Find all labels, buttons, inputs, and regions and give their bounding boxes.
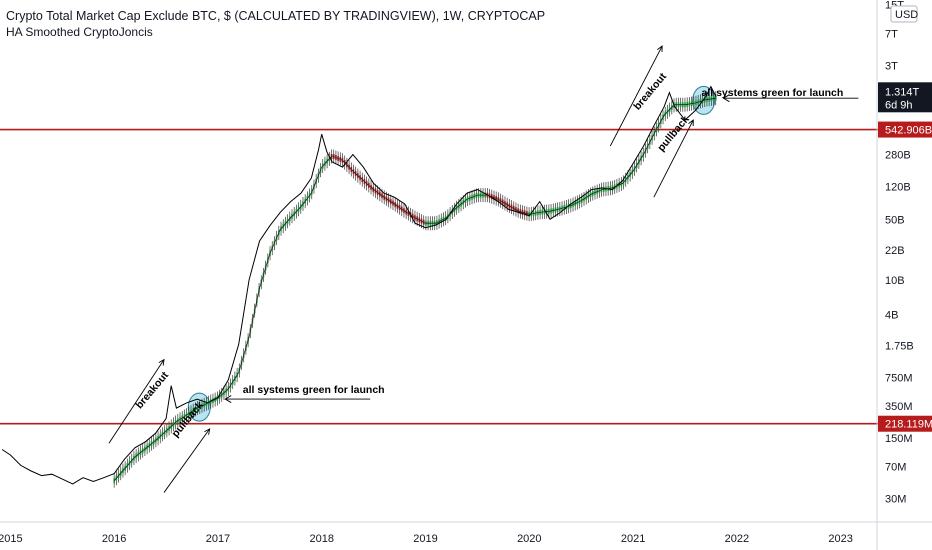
pullback-arrow-2 (653, 119, 694, 198)
x-tick-label: 2020 (517, 533, 541, 545)
price-tag-countdown: 6d 9h (885, 99, 913, 111)
pullback-arrow-2-head (688, 119, 694, 127)
level-tag-0 (878, 121, 932, 138)
ha-candles (113, 91, 717, 488)
x-tick-label: 2017 (206, 533, 230, 545)
price-tag[interactable] (878, 82, 932, 113)
series-layer (1, 85, 717, 485)
x-tick-label: 2022 (725, 533, 749, 545)
y-tick-label: 7T (885, 28, 898, 40)
pullback-arrow-2-shaft (653, 119, 694, 198)
launch-arrow-2 (722, 94, 859, 103)
ha-line (113, 97, 717, 481)
x-tick-label: 2015 (0, 533, 23, 545)
y-tick-label: 1.75B (885, 340, 914, 352)
launch-arrow-1 (224, 395, 371, 403)
annotation-breakout-2: breakout (631, 70, 669, 112)
launch-arrow-1-head (224, 395, 232, 403)
y-tick-label: 120B (885, 181, 911, 193)
y-tick-label: 750M (885, 372, 913, 384)
breakout-arrow-1-shaft (108, 359, 165, 444)
y-tick-label: 10B (885, 275, 905, 287)
price-tag-value: 1.314T (885, 86, 920, 98)
x-tick-label: 2021 (621, 533, 645, 545)
level-tag-1 (878, 415, 932, 432)
pullback-arrow-1-head (204, 428, 211, 435)
price-line (1, 85, 717, 485)
y-tick-label: 280B (885, 149, 911, 161)
y-tick-label: 3T (885, 60, 898, 72)
x-tick-label: 2016 (102, 533, 126, 545)
annotation-launch-2: all systems green for launch (702, 87, 844, 99)
breakout-arrow-1-head (158, 358, 165, 366)
pullback-arrow-1 (163, 428, 211, 493)
y-tick-label: 30M (885, 493, 906, 505)
y-tick-label: 70M (885, 461, 906, 473)
breakout-arrow-2-head (657, 45, 663, 53)
level-lines (0, 85, 932, 425)
y-tick-label: 22B (885, 245, 905, 257)
pullback-arrow-1-shaft (163, 428, 211, 493)
breakout-arrow-2-shaft (609, 45, 663, 147)
chart-title: Crypto Total Market Cap Exclude BTC, $ (… (6, 9, 546, 23)
x-tick-label: 2019 (413, 533, 437, 545)
breakout-arrow-1 (108, 358, 165, 444)
y-tick-label: 350M (885, 401, 913, 413)
launch-arrow-2-head (722, 94, 730, 103)
annotation-breakout-1: breakout (133, 369, 171, 411)
y-tick-label: 50B (885, 214, 905, 226)
y-tick-label: 4B (885, 309, 898, 321)
currency-button[interactable] (890, 5, 918, 23)
indicator-name: HA Smoothed CryptoJoncis (6, 25, 153, 39)
level-tag-label-0: 542.906B (885, 125, 932, 137)
level-tag-label-1: 218.119M (885, 419, 932, 431)
breakout-arrow-2 (609, 45, 663, 147)
x-tick-label: 2023 (828, 533, 852, 545)
y-tick-label: 150M (885, 433, 913, 445)
currency-button-label: USD (895, 9, 918, 21)
x-tick-label: 2018 (309, 533, 333, 545)
annotation-launch-1: all systems green for launch (243, 384, 385, 396)
